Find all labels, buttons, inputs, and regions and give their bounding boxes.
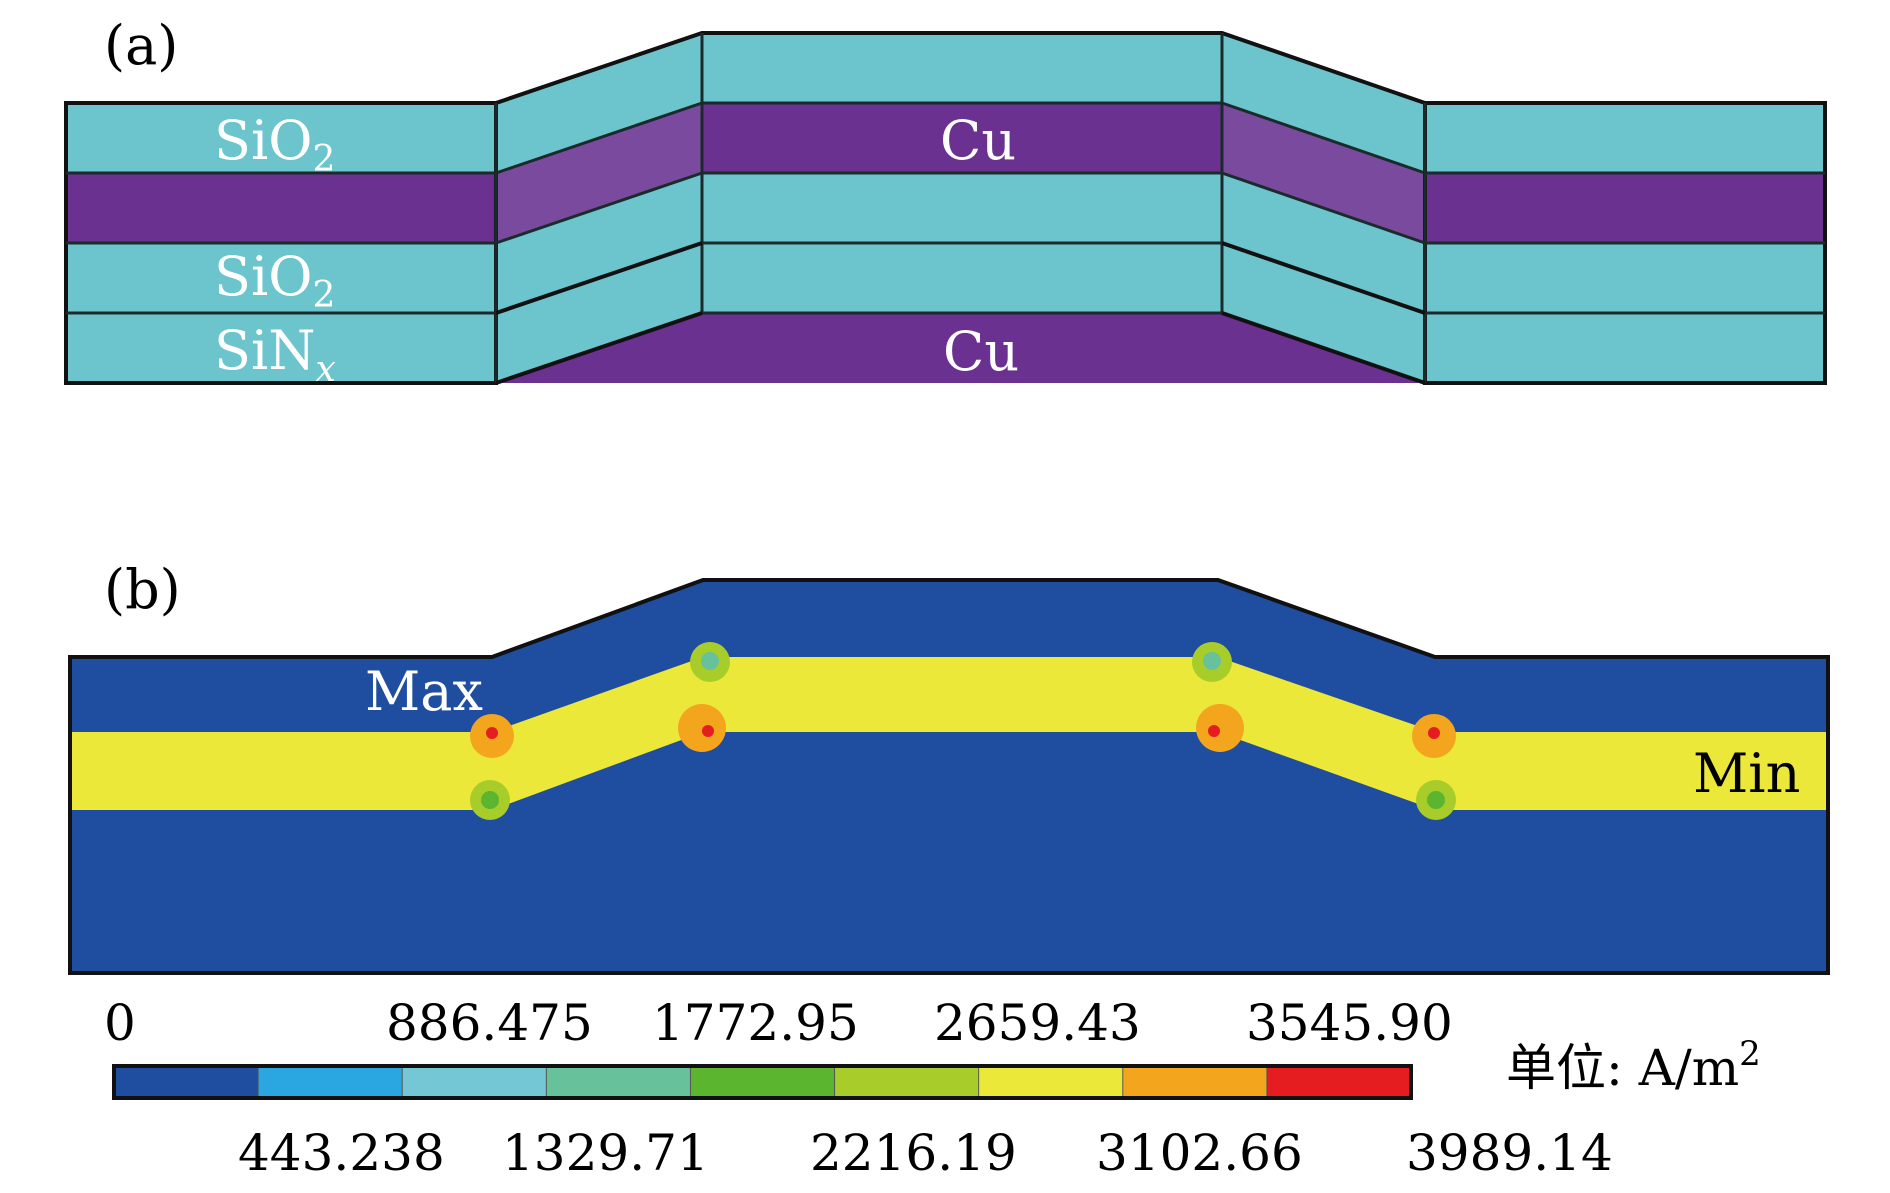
slope-r-3 [1221, 241, 1426, 315]
colorbar-swatch-3 [546, 1066, 691, 1098]
slope-l-3 [495, 241, 703, 315]
slope-r-4 [1221, 311, 1426, 385]
hotspots [470, 642, 1456, 820]
hotspot-left-lower-core [481, 791, 499, 809]
panel-b-label: (b) [104, 558, 181, 621]
hotspot-center-right-bottom-core [1208, 725, 1220, 737]
colorbar-swatch-4 [690, 1066, 836, 1098]
layer-label-cu-upper: Cu [940, 109, 1016, 172]
layer-label-sio2-mid: SiO2 [214, 245, 335, 316]
colorbar-swatch-0 [114, 1066, 259, 1098]
hotspot-center-right-bottom [1196, 704, 1244, 752]
cu-upper-left-band [66, 173, 496, 243]
panel-a-outlines [64, 31, 1827, 385]
layer-label-sio2-top: SiO2 [214, 109, 335, 180]
panel-a-structure: (a) SiO2 Cu SiO2 SiNx Cu [64, 14, 1827, 390]
slope-l-1 [495, 101, 703, 175]
colorbar-swatch-1 [258, 1066, 403, 1098]
hotspot-center-left-bottom [678, 704, 726, 752]
tick-label-886: 886.475 [386, 994, 593, 1052]
slope-r-1 [1221, 101, 1426, 175]
unit-label: 单位: A/m2 [1506, 1034, 1761, 1097]
panel-b-outline [68, 578, 1830, 975]
panel-b-current-density: (b) Max Min [68, 558, 1830, 975]
cu-upper-right-slope [1222, 103, 1425, 243]
tick-label-443: 443.238 [238, 1124, 445, 1182]
tick-label-2216: 2216.19 [810, 1124, 1017, 1182]
colorbar-outline [112, 1064, 1413, 1100]
tick-label-2659: 2659.43 [934, 994, 1141, 1052]
max-label: Max [365, 660, 483, 723]
conductor-band [70, 657, 1828, 810]
hotspot-left-inner-core [486, 727, 498, 739]
panel-a-label: (a) [104, 14, 178, 77]
cu-upper-right-band [1425, 173, 1825, 243]
colorbar-bottom-ticks: 443.238 1329.71 2216.19 3102.66 3989.14 [238, 1124, 1613, 1182]
tick-label-3545: 3545.90 [1246, 994, 1453, 1052]
hotspot-right-lower-core [1427, 791, 1445, 809]
layer-label-sinx: SiNx [214, 319, 336, 390]
slope-l-4 [495, 311, 703, 385]
hotspot-right-inner-core [1428, 727, 1440, 739]
colorbar: 0 886.475 1772.95 2659.43 3545.90 443.23… [104, 994, 1761, 1182]
tick-label-1329: 1329.71 [502, 1124, 709, 1182]
colorbar-swatch-2 [402, 1066, 547, 1098]
slope-l-2 [495, 171, 703, 245]
colorbar-swatch-7 [1122, 1066, 1268, 1098]
colorbar-swatch-5 [834, 1066, 980, 1098]
colorbar-top-ticks: 0 886.475 1772.95 2659.43 3545.90 [104, 994, 1453, 1052]
hotspot-center-left-top-core [701, 652, 719, 670]
layer-label-cu-lower: Cu [943, 320, 1019, 383]
colorbar-swatches [114, 1066, 1412, 1098]
upper-copper-line [66, 103, 1825, 243]
colorbar-swatch-8 [1266, 1066, 1412, 1098]
cu-upper-left-slope [496, 103, 702, 243]
tick-label-3102: 3102.66 [1096, 1124, 1303, 1182]
slope-r-2 [1221, 171, 1426, 245]
colorbar-swatch-6 [978, 1066, 1124, 1098]
hotspot-center-right-top-core [1203, 652, 1221, 670]
low-density-field [70, 580, 1828, 973]
outline-top-profile [495, 31, 1426, 105]
cu-lower-trapezoid [496, 313, 1425, 383]
hotspot-center-left-bottom-core [702, 725, 714, 737]
tick-label-0: 0 [104, 994, 136, 1052]
min-label: Min [1693, 742, 1800, 805]
cu-upper-center-band [702, 103, 1222, 173]
tick-label-1772: 1772.95 [652, 994, 859, 1052]
tick-label-3989: 3989.14 [1406, 1124, 1613, 1182]
